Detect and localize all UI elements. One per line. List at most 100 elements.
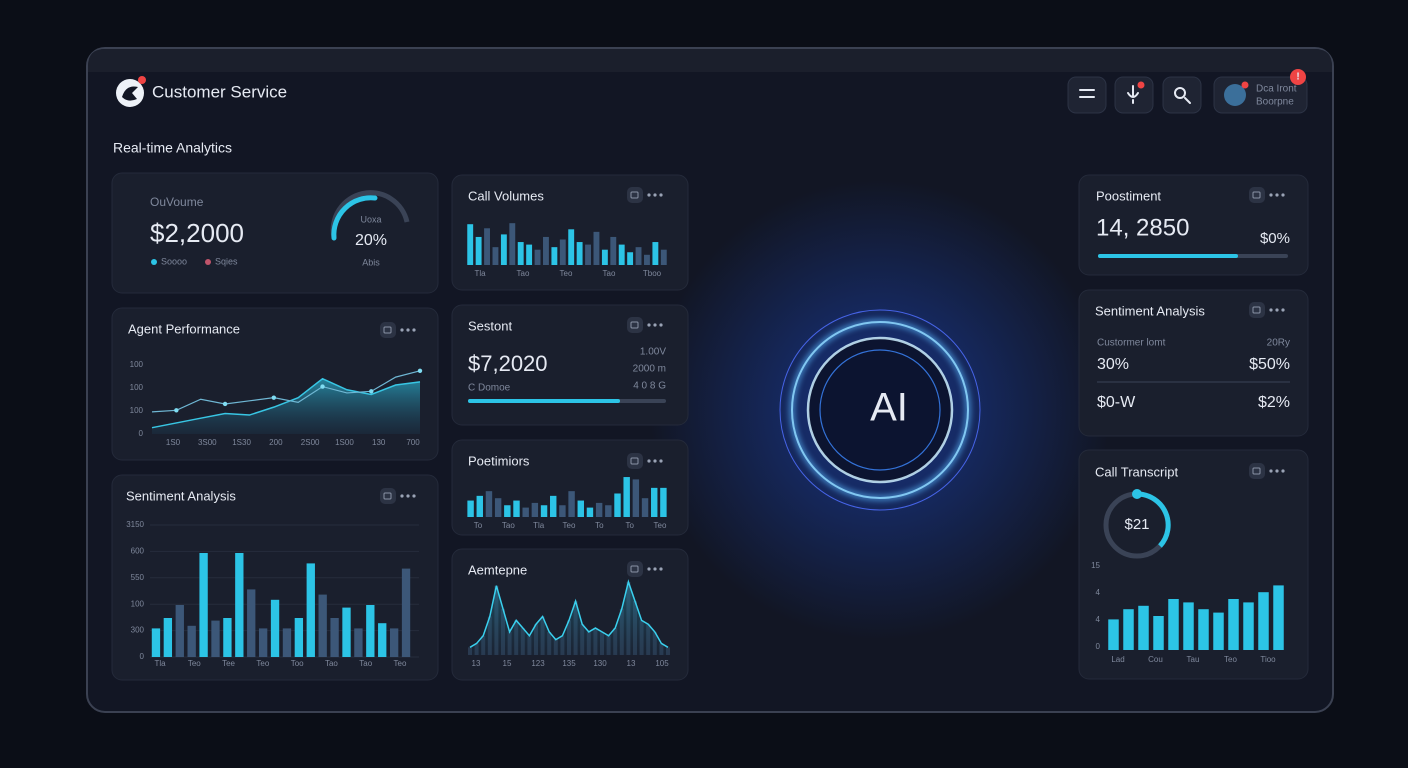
ring: [806, 336, 954, 484]
bar: [632, 479, 640, 517]
x-tick-label: Tla: [154, 659, 166, 668]
card-icon-button[interactable]: [380, 488, 396, 504]
x-tick-label: 2S00: [301, 438, 320, 447]
line-point: [369, 389, 374, 394]
bar: [467, 224, 474, 265]
bar: [1153, 616, 1164, 650]
y-tick-label: 0: [139, 429, 144, 438]
x-tick-label: Tao: [359, 659, 372, 668]
card-icon-button[interactable]: [380, 322, 396, 338]
line: [151, 370, 421, 413]
logo-dot: [138, 76, 146, 84]
gauge-sub: Abis: [362, 257, 380, 267]
menu-dot: [1269, 193, 1273, 197]
avatar: [1224, 84, 1246, 106]
line-point: [174, 408, 179, 413]
header-button[interactable]: [1067, 76, 1107, 114]
bar: [492, 247, 499, 265]
bar: [614, 493, 621, 517]
x-tick-label: 15: [503, 659, 512, 668]
y-tick-label: 100: [131, 599, 145, 608]
bar: [294, 618, 304, 657]
x-tick-label: 200: [269, 438, 283, 447]
x-tick-label: Tboo: [643, 269, 662, 278]
metric-value: $2%: [1258, 394, 1290, 411]
card-icon-button[interactable]: [1249, 187, 1265, 203]
bar: [610, 236, 617, 265]
x-tick-label: Teo: [563, 521, 576, 530]
progress-fill: [1098, 254, 1238, 258]
card-icon: [383, 326, 392, 334]
content: Customer Service Dca Iront Boorpne! Real-ti…: [111, 69, 1309, 681]
bar: [330, 618, 339, 657]
ring: [791, 321, 969, 499]
bar: [534, 249, 541, 265]
x-tick-label: Teo: [560, 269, 573, 278]
card-icon-button[interactable]: [627, 187, 643, 203]
bar: [175, 605, 184, 657]
metric-percent: $0%: [1260, 230, 1290, 247]
card-icon-button[interactable]: [627, 453, 643, 469]
x-tick-label: Teo: [256, 659, 269, 668]
x-tick-label: 123: [531, 659, 545, 668]
card-icon: [383, 492, 392, 500]
menu-dot: [1275, 469, 1279, 473]
app-title: Customer Service: [152, 82, 287, 101]
bar: [517, 242, 524, 265]
metric-value: $50%: [1249, 356, 1290, 373]
bar: [223, 618, 232, 657]
card: [1078, 289, 1309, 437]
bar: [389, 628, 399, 657]
bar: [1198, 609, 1209, 650]
bar: [509, 223, 516, 265]
menu-dot: [653, 567, 657, 571]
card-icon-button[interactable]: [627, 561, 643, 577]
bar: [1258, 592, 1269, 650]
x-tick-label: Teo: [394, 659, 407, 668]
card-icon-button[interactable]: [627, 317, 643, 333]
bar: [247, 589, 256, 657]
y-tick-label: 100: [130, 360, 144, 369]
bar: [623, 477, 630, 517]
metric-label: 20Ry: [1267, 338, 1290, 349]
card-icon: [1252, 467, 1261, 475]
bar: [559, 505, 566, 517]
user-name: Dca Iront: [1256, 84, 1297, 95]
card-icon-button[interactable]: [1249, 463, 1265, 479]
bar: [467, 500, 474, 517]
metric-value: $7,2020: [468, 351, 548, 376]
x-tick-label: 105: [655, 659, 669, 668]
card-icon-button[interactable]: [1249, 302, 1265, 318]
menu-dot: [647, 459, 651, 463]
metric-label: OuVoume: [150, 195, 204, 209]
header-button[interactable]: [1162, 76, 1202, 114]
x-tick-label: 13: [472, 659, 481, 668]
y-tick-label: 0: [140, 652, 145, 661]
bar: [484, 228, 490, 265]
legend-label: Soooo: [161, 256, 187, 266]
line-point: [271, 395, 277, 400]
menu-dot: [659, 193, 663, 197]
x-tick-label: Teo: [654, 521, 667, 530]
bar: [354, 628, 363, 657]
bar: [551, 247, 558, 265]
x-tick-label: Teo: [188, 659, 201, 668]
mic-badge: [1137, 81, 1145, 89]
y-tick-label: 600: [131, 547, 145, 556]
bar: [585, 244, 591, 265]
bar: [593, 231, 600, 265]
x-tick-label: 1S0: [166, 438, 181, 447]
y-tick-label: 550: [131, 573, 145, 582]
y-tick-label: 100: [130, 406, 144, 415]
metric-value: 30%: [1097, 356, 1129, 373]
logo-mark: [122, 86, 138, 101]
menu-dot: [659, 567, 663, 571]
card: [451, 304, 689, 426]
bar: [258, 628, 268, 657]
legend-label: Sqies: [215, 256, 238, 266]
bar: [522, 507, 529, 517]
x-tick-label: To: [595, 521, 604, 530]
ring-value: $21: [1124, 516, 1149, 533]
x-tick-label: Tioo: [1260, 655, 1276, 664]
x-tick-label: Tla: [533, 521, 545, 530]
